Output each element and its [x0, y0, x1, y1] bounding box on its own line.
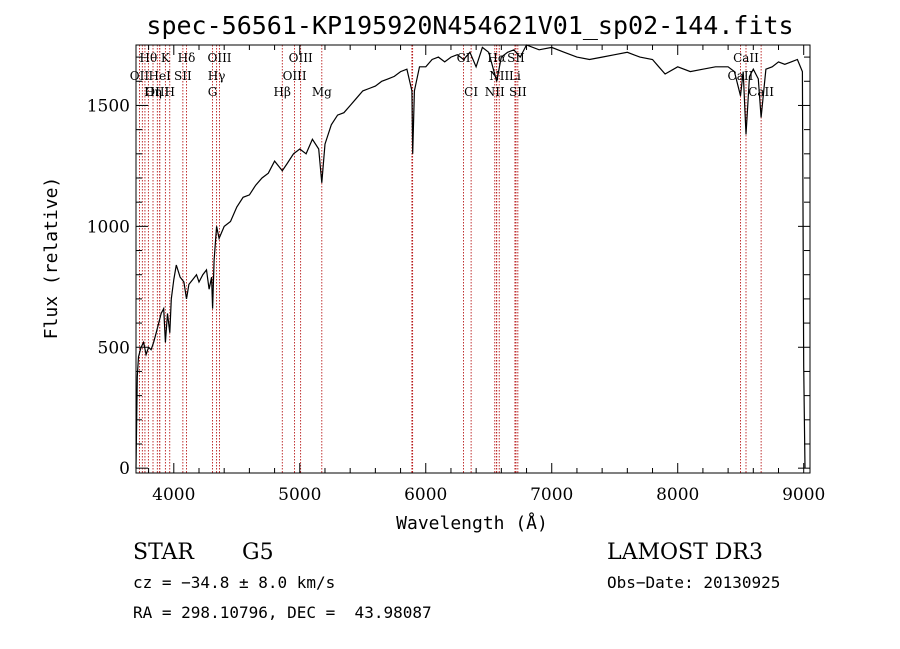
- x-axis-label: Wavelength (Å): [396, 512, 548, 534]
- line-label: NII: [489, 69, 509, 83]
- line-label: CaII: [748, 85, 774, 99]
- survey-name: LAMOST DR3: [607, 540, 763, 565]
- line-label: SII: [509, 85, 527, 99]
- object-class: STAR: [133, 540, 194, 565]
- line-label: OIII: [283, 69, 307, 83]
- line-label: SII: [174, 69, 192, 83]
- object-subclass: G5: [242, 540, 274, 565]
- line-label: OIII: [207, 51, 231, 65]
- line-label: OIII: [145, 85, 169, 99]
- line-markers: [139, 45, 762, 473]
- x-tick-label: 4000: [152, 485, 195, 505]
- line-label: Hα: [487, 51, 506, 65]
- x-tick-label: 6000: [404, 485, 447, 505]
- line-label: Hδ: [178, 51, 196, 65]
- line-label: K: [161, 51, 171, 65]
- spectrum-line: [135, 44, 806, 469]
- y-tick-label: 0: [119, 459, 130, 479]
- line-label: G: [208, 85, 218, 99]
- plot-frame: [135, 44, 811, 474]
- coordinates: RA = 298.10796, DEC = 43.98087: [133, 603, 432, 622]
- line-label: CI: [464, 85, 478, 99]
- line-label: Mg: [312, 85, 332, 99]
- chart-title: spec-56561-KP195920N454621V01_sp02-144.f…: [146, 11, 793, 40]
- x-axis-ticks: 4000 5000 6000 7000 8000 9000: [148, 45, 825, 505]
- x-tick-label: 9000: [782, 485, 825, 505]
- y-axis-ticks: 0 500 1000 1500: [87, 56, 810, 479]
- x-tick-label: 7000: [530, 485, 573, 505]
- line-label: Hθ: [139, 51, 157, 65]
- y-tick-label: 1000: [87, 217, 130, 237]
- line-label: Hγ: [208, 69, 226, 83]
- redshift-velocity: cz = −34.8 ± 8.0 km/s: [133, 573, 336, 592]
- line-label: CaII: [733, 51, 759, 65]
- y-axis-label: Flux (relative): [41, 177, 62, 340]
- line-label: OIII: [289, 51, 313, 65]
- observation-date: Obs−Date: 20130925: [607, 573, 781, 592]
- line-label: Li: [509, 69, 521, 83]
- line-label: NII: [485, 85, 505, 99]
- line-label: SII: [507, 51, 525, 65]
- x-tick-label: 8000: [656, 485, 699, 505]
- line-label: OII: [130, 69, 150, 83]
- line-label: H: [165, 85, 175, 99]
- y-tick-label: 500: [98, 338, 130, 358]
- line-label: HeI: [149, 69, 172, 83]
- line-label: Hβ: [274, 85, 291, 99]
- line-label: Hη: [144, 85, 162, 99]
- y-tick-label: 1500: [87, 96, 130, 116]
- x-tick-label: 5000: [278, 485, 321, 505]
